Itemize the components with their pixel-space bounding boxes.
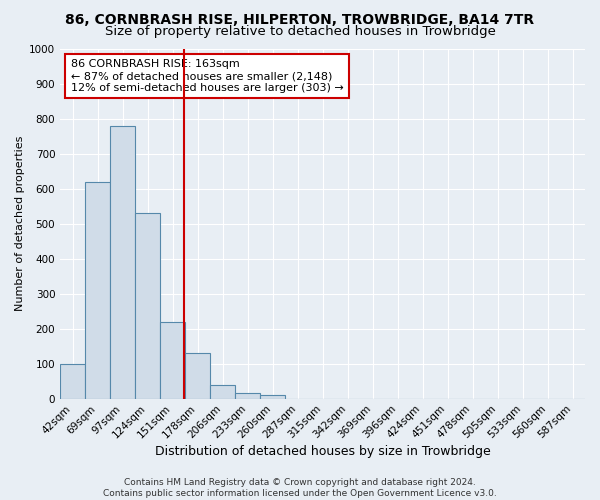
Y-axis label: Number of detached properties: Number of detached properties <box>15 136 25 312</box>
Text: 86 CORNBRASH RISE: 163sqm
← 87% of detached houses are smaller (2,148)
12% of se: 86 CORNBRASH RISE: 163sqm ← 87% of detac… <box>71 60 343 92</box>
Bar <box>110 126 135 398</box>
Bar <box>135 214 160 398</box>
Text: Contains HM Land Registry data © Crown copyright and database right 2024.
Contai: Contains HM Land Registry data © Crown c… <box>103 478 497 498</box>
Text: Size of property relative to detached houses in Trowbridge: Size of property relative to detached ho… <box>104 25 496 38</box>
Text: 86, CORNBRASH RISE, HILPERTON, TROWBRIDGE, BA14 7TR: 86, CORNBRASH RISE, HILPERTON, TROWBRIDG… <box>65 12 535 26</box>
X-axis label: Distribution of detached houses by size in Trowbridge: Distribution of detached houses by size … <box>155 444 490 458</box>
Bar <box>85 182 110 398</box>
Bar <box>185 353 210 399</box>
Bar <box>160 322 185 398</box>
Bar <box>235 394 260 398</box>
Bar <box>210 384 235 398</box>
Bar <box>260 395 285 398</box>
Bar <box>60 364 85 398</box>
